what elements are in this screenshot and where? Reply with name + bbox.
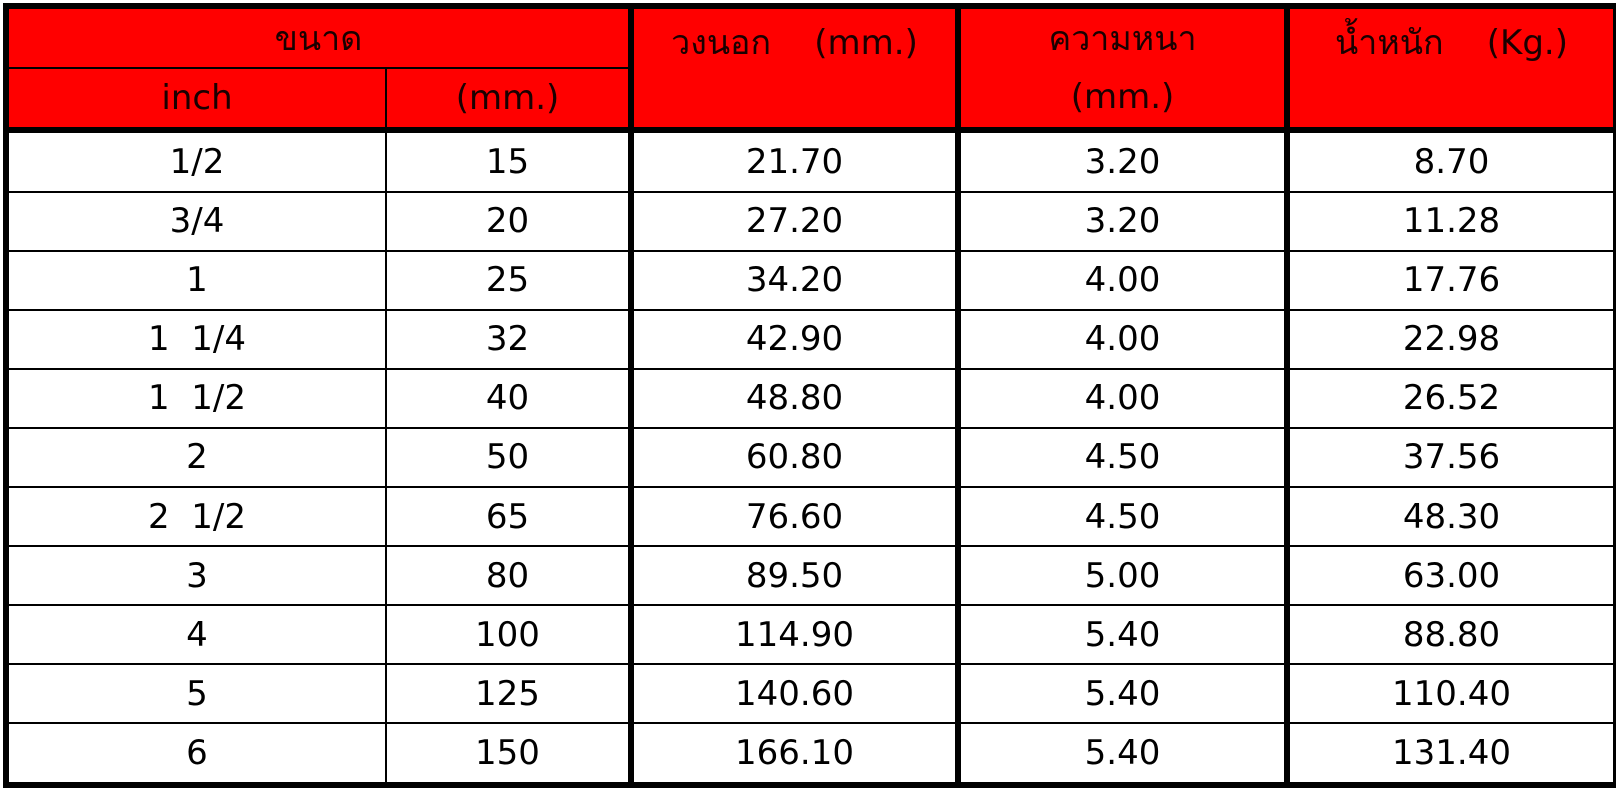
table-row: 1 1/4 32 42.90 4.00 22.98	[5, 308, 1616, 370]
table-cell: 60.80	[630, 426, 961, 489]
header-cell: ความหนา (mm.)	[957, 5, 1290, 133]
table-row: 1/2 15 21.70 3.20 8.70	[5, 129, 1616, 193]
table-cell: 3	[5, 545, 387, 607]
table-cell: 5.00	[957, 545, 1290, 607]
page: ขนาด วงนอก (mm.) ความหนา (mm.) น้ำหนัก (K…	[0, 3, 1616, 791]
table-cell: 26.52	[1286, 367, 1616, 429]
table-row: 3 80 89.50 5.00 63.00	[5, 545, 1616, 607]
table-cell: 150	[385, 722, 634, 786]
header-cell: inch	[5, 67, 387, 133]
table-cell: 3/4	[5, 190, 387, 252]
table-cell: 80	[385, 545, 634, 607]
table-cell: 131.40	[1286, 722, 1616, 786]
table-cell: 21.70	[630, 129, 961, 193]
table-cell: 20	[385, 190, 634, 252]
table-cell: 3.20	[957, 190, 1290, 252]
table-cell: 89.50	[630, 545, 961, 607]
table-cell: 8.70	[1286, 129, 1616, 193]
table-cell: 76.60	[630, 485, 961, 548]
table-cell: 110.40	[1286, 663, 1616, 725]
table-cell: 1	[5, 249, 387, 311]
table-cell: 37.56	[1286, 426, 1616, 489]
table-cell: 34.20	[630, 249, 961, 311]
table-cell: 4.50	[957, 426, 1290, 489]
table-cell: 5.40	[957, 604, 1290, 666]
table-cell: 50	[385, 426, 634, 489]
table-cell: 42.90	[630, 308, 961, 370]
table-cell: 22.98	[1286, 308, 1616, 370]
header-cell: (mm.)	[385, 67, 634, 133]
table-cell: 1/2	[5, 129, 387, 193]
table-cell: 3.20	[957, 129, 1290, 193]
table-cell: 1 1/4	[5, 308, 387, 370]
table-row: 1 25 34.20 4.00 17.76	[5, 249, 1616, 311]
table-cell: 2 1/2	[5, 485, 387, 548]
table-cell: 6	[5, 722, 387, 786]
table-cell: 27.20	[630, 190, 961, 252]
table-row: 4 100 114.90 5.40 88.80	[5, 604, 1616, 666]
table-cell: 4.00	[957, 249, 1290, 311]
table-cell: 100	[385, 604, 634, 666]
table-cell: 5.40	[957, 722, 1290, 786]
table-row: 3/4 20 27.20 3.20 11.28	[5, 190, 1616, 252]
table-cell: 25	[385, 249, 634, 311]
table-cell: 48.80	[630, 367, 961, 429]
table-cell: 5.40	[957, 663, 1290, 725]
table-cell: 88.80	[1286, 604, 1616, 666]
table-cell: 11.28	[1286, 190, 1616, 252]
table-cell: 1 1/2	[5, 367, 387, 429]
pipe-table: ขนาด วงนอก (mm.) ความหนา (mm.) น้ำหนัก (K…	[3, 3, 1616, 788]
header-text: (mm.)	[1070, 77, 1175, 117]
table-cell: 40	[385, 367, 634, 429]
header-cell: น้ำหนัก (Kg.)	[1286, 5, 1616, 133]
table-row: 6 150 166.10 5.40 131.40	[5, 722, 1616, 786]
table-cell: 114.90	[630, 604, 961, 666]
table-cell: 48.30	[1286, 485, 1616, 548]
table-cell: 63.00	[1286, 545, 1616, 607]
table-cell: 15	[385, 129, 634, 193]
header-cell: วงนอก (mm.)	[630, 5, 961, 133]
table-cell: 4.50	[957, 485, 1290, 548]
table-cell: 140.60	[630, 663, 961, 725]
table-row: 1 1/2 40 48.80 4.00 26.52	[5, 367, 1616, 429]
table-row: 2 1/2 65 76.60 4.50 48.30	[5, 485, 1616, 548]
table-row: 5 125 140.60 5.40 110.40	[5, 663, 1616, 725]
table-cell: 125	[385, 663, 634, 725]
table-body: 1/2 15 21.70 3.20 8.70 3/4 20 27.20 3.20 11.28 1 25…	[5, 129, 1616, 786]
header-text: ความหนา	[1048, 19, 1197, 59]
table-cell: 166.10	[630, 722, 961, 786]
table-cell: 4.00	[957, 308, 1290, 370]
table-cell: 5	[5, 663, 387, 725]
table-cell: 65	[385, 485, 634, 548]
table-cell: 32	[385, 308, 634, 370]
table-cell: 2	[5, 426, 387, 489]
header-cell: ขนาด	[5, 5, 634, 69]
table-cell: 4.00	[957, 367, 1290, 429]
table-row: 2 50 60.80 4.50 37.56	[5, 426, 1616, 489]
table-cell: 4	[5, 604, 387, 666]
table-cell: 17.76	[1286, 249, 1616, 311]
